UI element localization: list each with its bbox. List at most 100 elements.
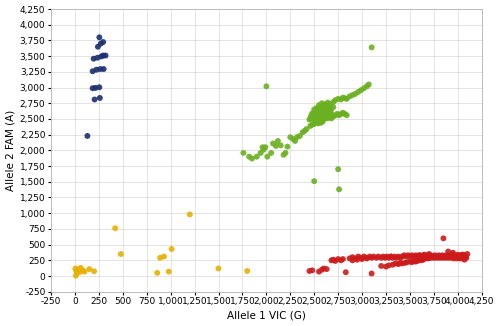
Point [272,143,280,149]
Point [90,269,98,274]
Point [319,119,327,124]
Point [425,254,433,259]
Point [348,258,356,263]
Point [414,254,422,259]
Point [320,102,328,107]
Point [352,256,360,261]
Point [456,253,464,259]
Point [425,255,433,260]
Point [316,111,324,117]
Point [311,116,319,121]
Point [100,67,108,72]
Point [296,133,304,139]
Point [328,112,336,117]
Point [302,126,310,132]
Point [313,119,321,124]
Point [425,251,433,257]
Point [438,253,446,258]
Point [388,262,396,267]
Point [370,254,378,259]
Point [324,104,332,109]
Point [330,104,338,110]
Point [289,137,297,142]
Point [322,111,330,116]
Point [320,108,328,113]
Point [449,250,457,255]
Point [262,84,270,89]
Point [286,135,294,140]
Point [429,254,437,259]
Point [339,110,347,115]
Point [267,150,275,156]
Point [92,85,100,91]
Point [282,150,290,156]
Point [256,150,264,156]
X-axis label: Allele 1 VIC (G): Allele 1 VIC (G) [227,310,306,320]
Point [450,253,458,258]
Point [322,115,330,120]
Point [90,97,98,102]
Point [322,114,330,119]
Point [326,105,334,110]
Point [343,96,351,101]
Point [90,56,98,61]
Point [315,103,323,108]
Point [88,86,96,91]
Point [368,45,376,50]
Point [450,256,458,261]
Point [352,91,360,96]
Point [311,111,319,117]
Point [310,112,318,117]
Point [332,97,340,103]
Point [314,121,322,126]
Point [324,110,332,115]
Point [315,118,323,124]
Point [436,254,444,259]
Point [306,123,314,128]
Point [420,256,428,261]
Point [451,254,459,259]
Point [86,266,94,272]
Point [390,254,398,259]
Point [76,265,84,271]
Point [248,156,256,161]
Point [429,255,437,260]
Point [318,106,326,111]
Point [326,101,334,107]
Point [306,116,314,121]
Point [332,112,340,118]
Point [412,253,420,258]
Point [310,179,318,184]
Point [408,259,416,265]
Point [324,100,332,105]
Point [317,110,325,115]
Point [458,252,466,257]
Point [99,53,107,58]
Point [319,109,327,114]
Point [332,258,340,263]
Point [322,106,330,111]
Point [460,257,468,262]
Point [406,254,414,259]
Point [420,252,428,257]
Point [72,273,80,278]
Point [432,255,440,260]
Point [274,138,282,143]
Point [436,255,444,260]
Point [387,254,395,259]
Point [260,147,268,152]
Point [406,259,414,264]
Point [444,255,452,260]
Point [117,251,125,257]
Point [392,255,400,260]
Point [326,114,334,120]
Point [427,253,435,258]
Point [420,257,428,262]
Point [334,257,342,262]
Point [431,254,439,259]
Point [452,253,460,259]
Point [78,268,86,273]
Point [214,266,222,271]
Point [443,255,451,260]
Point [377,263,385,269]
